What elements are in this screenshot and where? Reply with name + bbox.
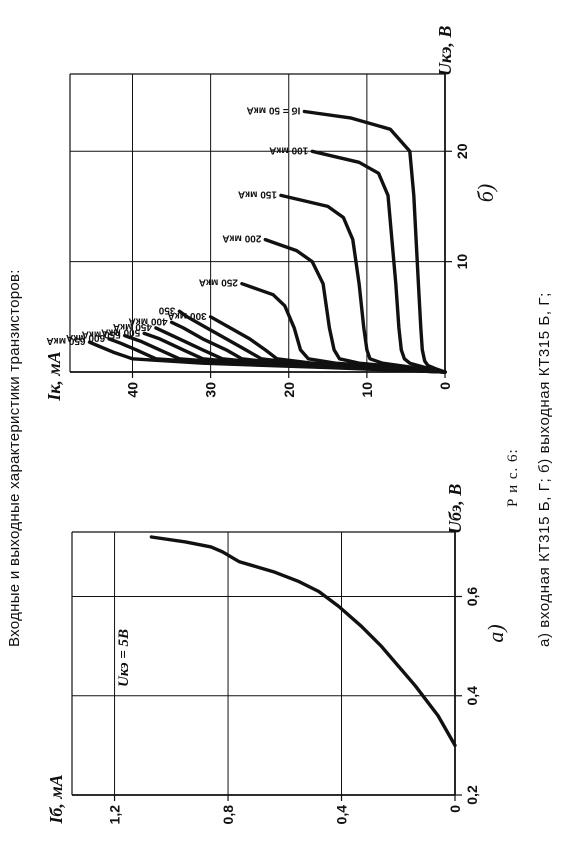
series-label: 150 мкА [238,188,277,199]
x-axis-label: Uбэ, В [445,484,465,534]
series-line [302,109,447,374]
series-label: 450 мкА [113,321,152,332]
y-tick-label: 0 [447,805,463,813]
series-label: 400 мкА [128,315,167,326]
x-tick-label: 0,2 [464,785,480,805]
y-axis-label: Iб, мА [46,774,66,824]
series-line [310,149,447,374]
panel-label: б) [473,184,498,202]
y-tick-label: 0 [437,382,453,390]
series-line [279,193,447,374]
y-tick-label: 10 [359,382,375,398]
output-characteristics-chart: 10 20 0 10 20 30 40 Uкэ, В Iк, мА б) Iб = 50 мкА 10… [44,26,498,402]
series-label: 650 мкА [46,335,85,346]
y-tick-label: 30 [203,382,219,398]
figure-caption: а) входная КТ315 Б, Г; б) выходная КТ315… [536,292,553,647]
series-label: 100 мкА [269,144,308,155]
series-label: 350 [158,304,175,315]
condition-annotation: Uкэ = 5В [116,629,132,687]
y-tick-label: 20 [281,382,297,398]
x-axis-label: Uкэ, В [435,26,455,76]
series-label: 250 мкА [199,277,238,288]
y-axis-label: Iк, мА [44,351,64,401]
y-tick-label: 1,2 [107,805,123,825]
x-tick-label: 20 [454,143,470,159]
figure-number: Р и с. 6: [505,448,521,507]
y-tick-label: 40 [125,382,141,398]
series-line [87,340,447,374]
series-label: 550 мкА [82,329,121,340]
series-label: 500 мкА [101,326,140,337]
series-label: Iб = 50 мкА [246,105,300,117]
x-tick-label: 0,6 [464,587,480,607]
series-line [149,535,457,748]
x-tick-label: 0,4 [464,686,480,706]
series-label: 600 мкА [66,332,105,343]
x-tick-label: 10 [454,254,470,270]
y-tick-label: 0,8 [220,805,236,825]
panel-label: а) [483,624,508,642]
input-characteristic-chart: 0,2 0,4 0,6 0 0,4 0,8 1,2 Uбэ, В Iб, мА а) Uкэ = 5… [46,484,508,825]
y-tick-label: 0,4 [334,805,350,825]
series-label: 200 мкА [222,233,261,244]
